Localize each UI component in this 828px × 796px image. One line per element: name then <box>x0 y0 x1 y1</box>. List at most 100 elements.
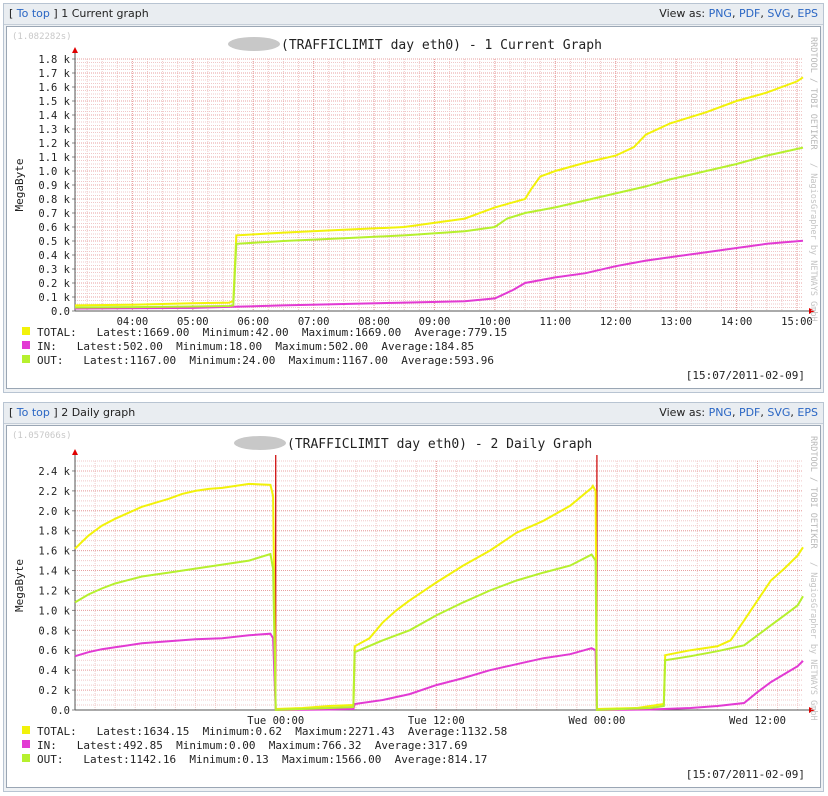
y-tick-label: 0.9 k <box>38 180 70 192</box>
rrdtool-credit: RRDTOOL / TOBI OETIKER <box>808 436 818 549</box>
to-top-link[interactable]: To top <box>16 406 50 419</box>
view-as-pdf-link[interactable]: PDF <box>738 7 761 20</box>
y-tick-label: 1.5 k <box>38 96 70 108</box>
x-tick-label: 10:00 <box>479 316 511 328</box>
y-tick-label: 0.8 k <box>38 194 70 206</box>
y-tick-label: 1.7 k <box>38 68 70 80</box>
y-axis-label: MegaByte <box>13 559 26 612</box>
y-tick-label: 0.7 k <box>38 208 70 220</box>
legend-entry: OUT: Latest:1142.16 Minimum:0.13 Maximum… <box>37 753 487 766</box>
x-tick-label: Tue 12:00 <box>408 715 465 727</box>
legend-swatch <box>22 740 30 748</box>
y-tick-label: 1.0 k <box>38 605 70 617</box>
y-tick-label: 0.1 k <box>38 292 70 304</box>
exec-time-label: (1.057066s) <box>12 431 72 441</box>
view-as-svg-link[interactable]: SVG <box>767 406 791 419</box>
bracket-close: ] <box>53 406 58 419</box>
x-axis-arrow-icon <box>809 308 815 314</box>
view-as-eps-link[interactable]: EPS <box>797 406 818 419</box>
x-tick-label: 11:00 <box>539 316 571 328</box>
y-tick-label: 0.8 k <box>38 625 70 637</box>
y-tick-label: 0.5 k <box>38 236 70 248</box>
legend-swatch <box>22 327 30 335</box>
y-tick-label: 1.2 k <box>38 138 70 150</box>
y-tick-label: 2.0 k <box>38 506 70 518</box>
y-tick-label: 1.1 k <box>38 152 70 164</box>
view-as-pdf-link[interactable]: PDF <box>738 406 761 419</box>
y-tick-label: 0.2 k <box>38 278 70 290</box>
view-as-png-link[interactable]: PNG <box>708 7 732 20</box>
y-tick-label: 0.6 k <box>38 222 70 234</box>
panel-header: [ To top ] 1 Current graph View as: PNG,… <box>4 4 823 25</box>
bracket-open: [ <box>9 406 14 419</box>
x-tick-label: 13:00 <box>660 316 692 328</box>
y-tick-label: 1.8 k <box>38 54 70 66</box>
nagiosgrapher-credit: / NagiosGrapher by NETWAYS GmbH <box>808 163 818 322</box>
x-tick-label: Tue 00:00 <box>247 715 304 727</box>
view-as-png-link[interactable]: PNG <box>708 406 732 419</box>
y-tick-label: 1.0 k <box>38 166 70 178</box>
panel-title: 2 Daily graph <box>61 406 136 419</box>
series-line-in <box>74 632 804 712</box>
x-axis-arrow-icon <box>809 707 815 713</box>
x-tick-label: 07:00 <box>298 316 330 328</box>
series-line-out <box>74 146 804 309</box>
x-tick-label: 06:00 <box>237 316 269 328</box>
graph-panel-1: [ To top ] 1 Current graph View as: PNG,… <box>3 3 824 393</box>
rrdtool-credit: RRDTOOL / TOBI OETIKER <box>808 37 818 150</box>
series-line-in <box>74 239 804 310</box>
series-line-out <box>74 552 804 712</box>
legend-entry: OUT: Latest:1167.00 Minimum:24.00 Maximu… <box>37 354 494 367</box>
x-tick-label: 12:00 <box>600 316 632 328</box>
y-tick-label: 1.8 k <box>38 526 70 538</box>
x-tick-label: Wed 00:00 <box>568 715 625 727</box>
y-tick-label: 0.4 k <box>38 250 70 262</box>
x-tick-label: 09:00 <box>419 316 451 328</box>
y-tick-label: 1.6 k <box>38 546 70 558</box>
view-as-eps-link[interactable]: EPS <box>797 7 818 20</box>
legend-swatch <box>22 341 30 349</box>
x-tick-label: 08:00 <box>358 316 390 328</box>
legend-swatch <box>22 726 30 734</box>
traffic-chart-1: 0.0 0.1 k 0.2 k 0.3 k 0.4 k 0.5 k 0.6 k 0.7 k 0.… <box>12 32 818 382</box>
panel-header: [ To top ] 2 Daily graph View as: PNG, P… <box>4 403 823 424</box>
view-as-svg-link[interactable]: SVG <box>767 7 791 20</box>
x-tick-label: 15:00 <box>781 316 813 328</box>
exec-time-label: (1.082282s) <box>12 32 72 42</box>
nagiosgrapher-credit: / NagiosGrapher by NETWAYS GmbH <box>808 562 818 721</box>
y-tick-label: 0.4 k <box>38 665 70 677</box>
y-tick-label: 0.0 <box>51 705 70 717</box>
bracket-open: [ <box>9 7 14 20</box>
y-tick-label: 1.3 k <box>38 124 70 136</box>
y-tick-label: 2.2 k <box>38 486 70 498</box>
x-tick-label: 05:00 <box>177 316 209 328</box>
y-tick-label: 0.0 <box>51 306 70 318</box>
bracket-close: ] <box>53 7 58 20</box>
chart-title: (TRAFFICLIMIT day eth0) - 2 Daily Graph <box>287 437 592 452</box>
timestamp-label: [15:07/2011-02-09] <box>686 369 805 382</box>
panel-title: 1 Current graph <box>61 7 149 20</box>
y-tick-label: 1.2 k <box>38 585 70 597</box>
legend-entry: TOTAL: Latest:1669.00 Minimum:42.00 Maxi… <box>37 326 507 339</box>
traffic-chart-2: 0.0 0.2 k 0.4 k 0.6 k 0.8 k 1.0 k 1.2 k 1.4 k 1.… <box>12 431 818 781</box>
graph-image-2: 0.0 0.2 k 0.4 k 0.6 k 0.8 k 1.0 k 1.2 k 1.4 k 1.… <box>6 425 821 788</box>
y-axis-arrow-icon <box>72 47 78 53</box>
y-tick-label: 1.6 k <box>38 82 70 94</box>
y-axis-arrow-icon <box>72 449 78 455</box>
to-top-link[interactable]: To top <box>16 7 50 20</box>
view-as-label: View as: <box>659 7 706 20</box>
y-tick-label: 2.4 k <box>38 466 70 478</box>
graph-image-1: 0.0 0.1 k 0.2 k 0.3 k 0.4 k 0.5 k 0.6 k 0.7 k 0.… <box>6 26 821 389</box>
legend-entry: TOTAL: Latest:1634.15 Minimum:0.62 Maxim… <box>37 725 507 738</box>
chart-title: (TRAFFICLIMIT day eth0) - 1 Current Grap… <box>281 38 602 53</box>
legend-entry: IN: Latest:502.00 Minimum:18.00 Maximum:… <box>37 340 474 353</box>
y-tick-label: 1.4 k <box>38 566 70 578</box>
graph-panel-2: [ To top ] 2 Daily graph View as: PNG, P… <box>3 402 824 792</box>
series-line-total <box>74 482 804 711</box>
legend-swatch <box>22 754 30 762</box>
x-tick-label: Wed 12:00 <box>729 715 786 727</box>
legend-entry: IN: Latest:492.85 Minimum:0.00 Maximum:7… <box>37 739 467 752</box>
y-tick-label: 1.4 k <box>38 110 70 122</box>
y-tick-label: 0.2 k <box>38 685 70 697</box>
x-tick-label: 14:00 <box>721 316 753 328</box>
